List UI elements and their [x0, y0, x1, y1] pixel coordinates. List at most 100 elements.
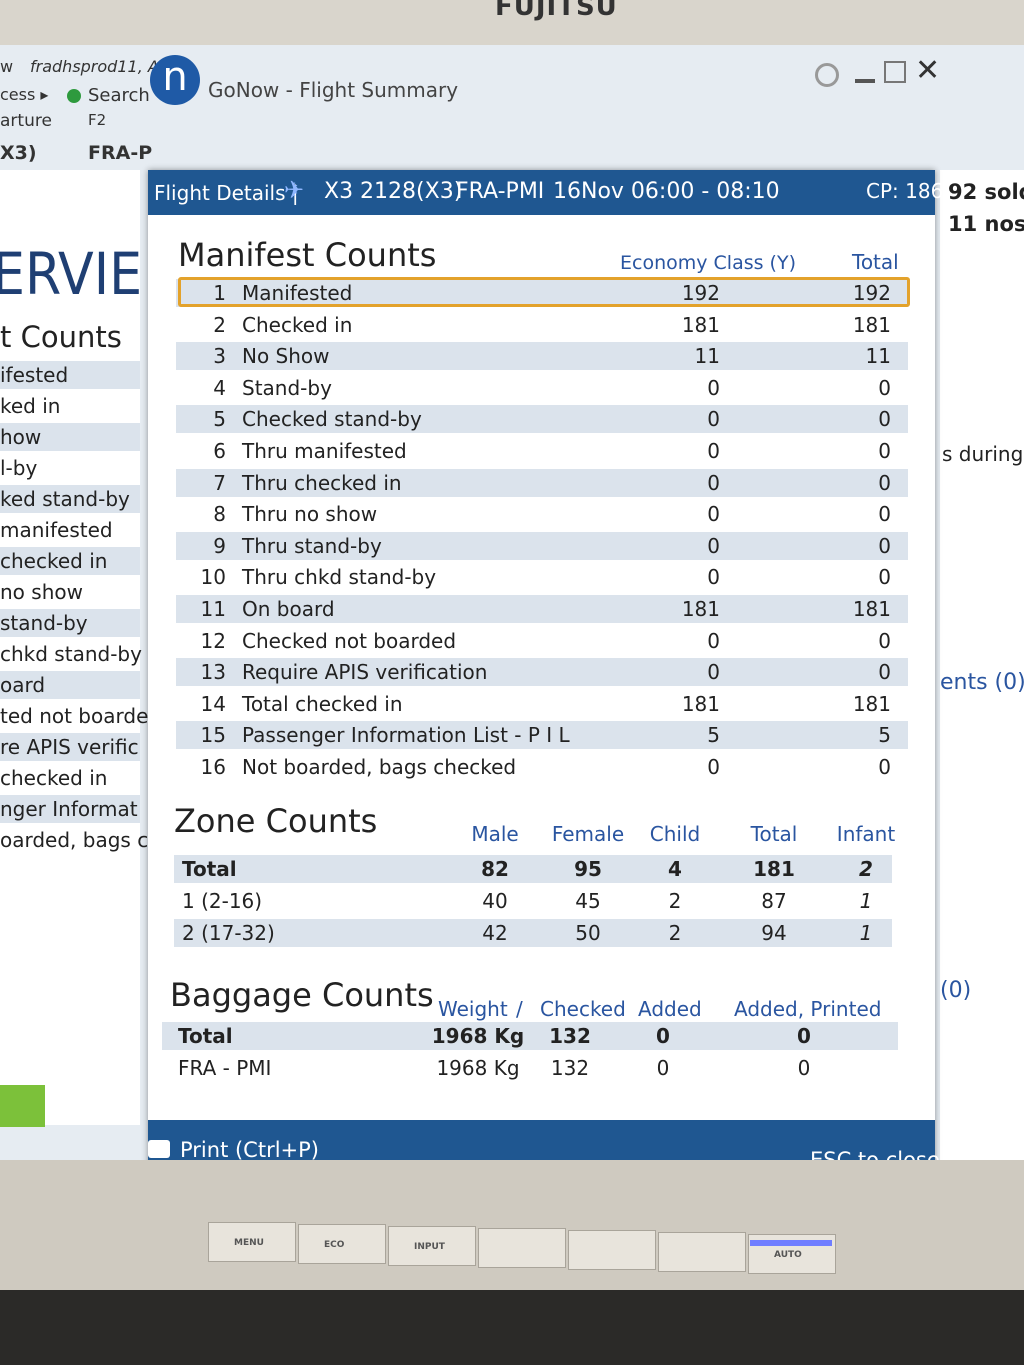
column-header: Added	[638, 997, 702, 1021]
cell: Not boarded, bags checked	[242, 755, 517, 779]
monitor-button[interactable]	[208, 1222, 296, 1262]
row-shade	[0, 423, 140, 451]
background-item: ifested	[0, 363, 69, 387]
cell: 3	[213, 344, 226, 369]
cell: 181	[852, 691, 891, 716]
background-text: (0)	[940, 978, 972, 1003]
app-logo: n	[150, 55, 200, 105]
monitor-top	[0, 0, 1024, 45]
cell: 2 (17-32)	[182, 921, 275, 945]
cell: 12	[200, 628, 226, 653]
cell: Require APIS verification	[242, 660, 488, 685]
row-shade	[0, 733, 140, 761]
refresh-button[interactable]	[815, 63, 839, 87]
monitor-button-label: ECO	[324, 1240, 345, 1250]
monitor-button[interactable]	[298, 1224, 386, 1264]
background-item: stand-by	[0, 611, 88, 635]
background-item: ted not boarde	[0, 704, 149, 728]
cell: 0	[707, 407, 720, 432]
background-heading: ERVIE	[0, 240, 143, 308]
minimize-button[interactable]	[855, 79, 875, 83]
cell: 1	[859, 889, 873, 913]
flight-date: 16Nov 06:00 - 08:10	[553, 179, 780, 204]
cell: 0	[707, 628, 720, 653]
background-item: nger Informat	[0, 797, 138, 821]
cell: 0	[707, 470, 720, 495]
column-header: Economy Class (Y)	[620, 252, 796, 274]
cell: 82	[481, 857, 509, 881]
section-title: Baggage Counts	[170, 976, 434, 1014]
column-header: Female	[551, 822, 625, 846]
row-shade	[176, 595, 908, 623]
cell: 0	[707, 375, 720, 400]
cell: 87	[761, 889, 787, 913]
cell: 2	[668, 889, 682, 913]
background-text: arture	[0, 111, 52, 131]
print-button[interactable]: Print (Ctrl+P)	[148, 1128, 368, 1160]
monitor-button[interactable]	[478, 1228, 566, 1268]
cell: 1	[859, 921, 873, 945]
monitor-button[interactable]	[388, 1226, 476, 1266]
cell: 95	[574, 857, 602, 881]
cell: 5	[213, 407, 226, 432]
monitor-button[interactable]	[568, 1230, 656, 1270]
monitor-button[interactable]	[658, 1232, 746, 1272]
cell: 0	[707, 439, 720, 463]
cell: 7	[213, 470, 226, 495]
background-item: how	[0, 425, 42, 449]
cell: 0	[878, 660, 891, 685]
cell: 5	[707, 723, 720, 748]
cell: 0	[878, 439, 891, 463]
background-item: checked in	[0, 766, 108, 790]
background-text: fradhsprod11, A	[30, 57, 159, 76]
cell: Thru chkd stand-by	[242, 565, 437, 590]
cell: 11	[200, 597, 226, 621]
background-item: ked stand-by	[0, 487, 130, 511]
background-text: FRA-P	[88, 142, 153, 164]
close-button[interactable]: ✕	[915, 53, 941, 88]
print-icon	[148, 1140, 170, 1158]
status-dot	[67, 89, 81, 103]
cell: 181	[753, 857, 795, 881]
cell: Total	[178, 1024, 233, 1048]
background-title: t Counts	[0, 320, 122, 354]
dialog-header: Flight Details | ✈ X3 2128(X3) FRA-PMI 16Nov…	[148, 170, 943, 215]
cell: 0	[878, 375, 891, 400]
selected-row	[178, 277, 910, 307]
row-shade	[0, 671, 140, 699]
close-hint[interactable]: ESC to close	[810, 1148, 940, 1160]
section-title: Zone Counts	[174, 802, 378, 840]
cell: 40	[482, 889, 508, 913]
row-shade	[0, 609, 140, 637]
background-button[interactable]	[0, 1085, 45, 1127]
cell: 0	[878, 470, 891, 495]
background-text: F2	[88, 111, 107, 129]
background-item: l-by	[0, 456, 38, 480]
row-shade	[174, 919, 892, 947]
cell: 50	[575, 921, 601, 945]
row-shade	[0, 795, 140, 823]
cell: 9	[213, 533, 226, 558]
row-shade	[0, 361, 140, 389]
background-item: oarded, bags c	[0, 828, 149, 852]
cell: 8	[213, 502, 226, 527]
cell: 15	[200, 723, 226, 748]
maximize-button[interactable]	[884, 61, 906, 83]
cell: 2	[859, 857, 873, 881]
monitor-button-label: AUTO	[774, 1250, 802, 1260]
cell: Thru stand-by	[242, 533, 382, 558]
column-header: Infant	[836, 822, 896, 846]
section-title: Manifest Counts	[178, 236, 437, 274]
background-item: chkd stand-by	[0, 642, 142, 666]
background-item: ked in	[0, 394, 61, 418]
power-light	[750, 1240, 832, 1246]
background-item: re APIS verific	[0, 735, 139, 759]
cell: Total checked in	[242, 691, 403, 716]
flight-summary-dialog: Flight Details | ✈ X3 2128(X3) FRA-PMI 16Nov…	[148, 170, 943, 1160]
cell: 0	[707, 660, 720, 685]
cell: 94	[761, 921, 787, 945]
cell: 192	[681, 281, 720, 305]
